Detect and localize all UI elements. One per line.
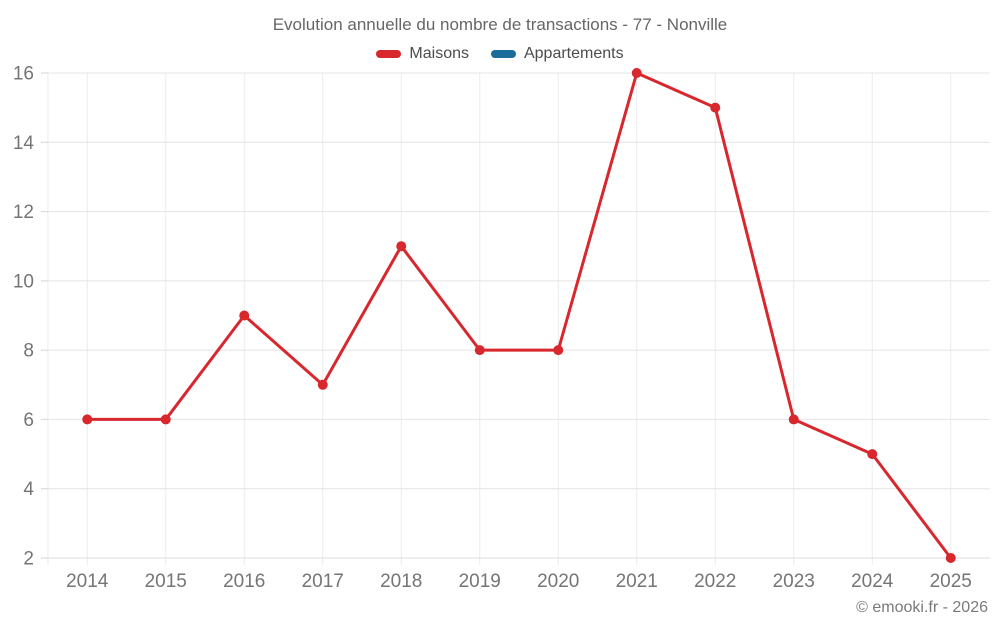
y-axis-labels: 2 4 6 8 10 12 14 16 [13, 64, 35, 570]
legend-label: Maisons [409, 45, 469, 62]
x-tick-label: 2014 [66, 571, 109, 592]
y-tick-label: 6 [23, 410, 34, 431]
x-tick-label: 2017 [302, 571, 344, 592]
maisons-data-point[interactable] [82, 414, 93, 425]
maisons-data-point[interactable] [239, 310, 250, 321]
maisons-line [85, 71, 953, 560]
x-tick-label: 2025 [930, 571, 972, 592]
legend-item-maisons[interactable]: Maisons [376, 45, 469, 63]
x-tick-label: 2024 [851, 571, 894, 592]
y-tick-label: 12 [13, 202, 34, 223]
maisons-data-point[interactable] [631, 68, 642, 78]
y-tick-label: 8 [23, 341, 34, 362]
x-tick-label: 2016 [223, 571, 265, 592]
horizontal-gridlines [48, 72, 990, 559]
attribution-text: © emooki.fr - 2026 [856, 599, 988, 616]
x-tick-label: 2023 [773, 571, 815, 592]
x-tick-label: 2022 [694, 571, 736, 592]
maisons-series [82, 68, 956, 563]
x-tick-label: 2015 [145, 571, 187, 592]
chart-title: Evolution annuelle du nombre de transact… [272, 15, 728, 34]
maisons-data-point[interactable] [474, 345, 485, 356]
maisons-data-point[interactable] [788, 414, 799, 425]
y-axis-ticks [41, 72, 48, 559]
maisons-data-point[interactable] [160, 414, 171, 425]
y-tick-label: 16 [13, 64, 34, 85]
maisons-data-point[interactable] [317, 379, 328, 390]
x-tick-label: 2021 [616, 571, 658, 592]
chart-legend: Maisons Appartements [0, 45, 1000, 63]
legend-label: Appartements [523, 45, 624, 62]
maisons-legend-swatch [376, 50, 402, 58]
y-tick-label: 2 [23, 549, 34, 570]
maisons-data-point[interactable] [553, 345, 564, 356]
x-tick-label: 2020 [537, 571, 579, 592]
y-tick-label: 10 [13, 271, 34, 292]
legend-item-appartements[interactable]: Appartements [490, 45, 624, 63]
appartements-legend-swatch [490, 50, 516, 58]
y-tick-label: 4 [23, 479, 34, 500]
maisons-data-point[interactable] [867, 449, 878, 460]
x-tick-label: 2019 [459, 571, 501, 592]
x-axis-labels: 2014 2015 2016 2017 2018 2019 2020 2021 2022 2023… [66, 571, 972, 592]
x-tick-label: 2018 [380, 571, 422, 592]
y-tick-label: 14 [13, 133, 35, 154]
maisons-data-point[interactable] [710, 102, 721, 113]
maisons-data-point[interactable] [945, 553, 956, 563]
maisons-data-point[interactable] [396, 241, 407, 252]
vertical-gridlines [47, 73, 952, 565]
